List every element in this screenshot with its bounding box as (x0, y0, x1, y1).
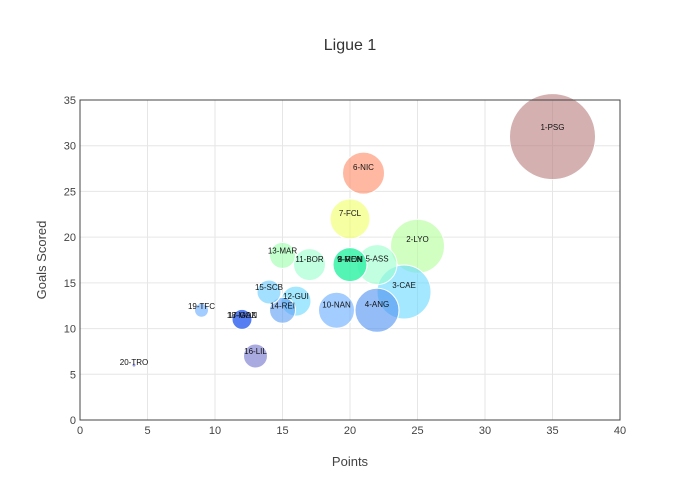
x-tick-label: 30 (479, 425, 491, 437)
bubble-label-11-bor: 11-BOR (295, 255, 324, 264)
bubble-label-13-mar: 13-MAR (268, 246, 298, 255)
bubble-1-psg (509, 93, 596, 181)
bubble-9-mon (332, 247, 368, 283)
y-tick-label: 30 (64, 141, 76, 153)
bubble-label-15-scb: 15-SCB (255, 283, 283, 292)
bubble-label-19-tfc: 19-TFC (188, 302, 215, 311)
x-axis-title: Points (332, 454, 369, 469)
bubbles (131, 93, 596, 369)
bubble-7-fcl (329, 198, 371, 240)
bubble-label-3-cae: 3-CAE (392, 281, 416, 290)
bubble-label-9-mon: 9-MON (337, 255, 363, 264)
y-tick-label: 35 (64, 95, 76, 107)
y-tick-label: 0 (70, 415, 76, 427)
plot-frame (79, 99, 621, 421)
bubble-label-18-mon: 18-MON (227, 311, 257, 320)
bubble-label-16-lil: 16-LIL (244, 347, 267, 356)
bubble-16-lil (243, 343, 268, 369)
x-tick-label: 35 (546, 425, 558, 437)
y-axis-title: Goals Scored (34, 221, 49, 300)
x-tick-label: 15 (276, 425, 288, 437)
bubble-label-5-ass: 5-ASS (365, 255, 388, 264)
x-tick-label: 20 (344, 425, 356, 437)
bubble-19-tfc (194, 302, 209, 318)
bubble-13-mar (269, 241, 296, 269)
bubble-6-nic (342, 151, 385, 195)
bubble-4-ang (354, 287, 400, 333)
bubble-label-8-ren: 8-REN (338, 255, 362, 264)
y-tick-label: 5 (70, 369, 76, 381)
bubble-labels: 1-PSG 2-LYO 3-CAE 4-ANG 5-ASS 6-NIC 7-FCL 8-REN… (120, 123, 565, 367)
bubble-label-6-nic: 6-NIC (353, 163, 374, 172)
y-tick-label: 15 (64, 278, 76, 290)
bubble-14-rei (269, 296, 296, 324)
bubble-label-17-gaz: 17-GAZ (228, 311, 256, 320)
y-tick-label: 20 (64, 232, 76, 244)
bubble-label-12-gui: 12-GUI (283, 292, 309, 301)
bubble-label-4-ang: 4-ANG (365, 300, 389, 309)
bubble-15-scb (256, 279, 282, 305)
x-tick-label: 25 (411, 425, 423, 437)
y-tick-label: 25 (64, 186, 76, 198)
bubble-label-10-nan: 10-NAN (322, 301, 351, 310)
bubble-18-mon (231, 308, 253, 330)
x-tick-label: 10 (209, 425, 221, 437)
bubble-label-14-rei: 14-REI (270, 301, 295, 310)
x-tick-label: 40 (614, 425, 626, 437)
x-axis-ticks: 0 5 10 15 20 25 30 35 40 (77, 425, 626, 437)
bubble-label-1-psg: 1-PSG (540, 123, 564, 132)
bubble-10-nan (318, 291, 355, 329)
bubble-20-tro (131, 362, 137, 368)
bubble-label-2-lyo: 2-LYO (406, 235, 429, 244)
bubble-label-20-tro: 20-TRO (120, 358, 148, 367)
chart-title: Ligue 1 (324, 37, 377, 54)
x-tick-label: 0 (77, 425, 83, 437)
y-tick-label: 10 (64, 324, 76, 336)
bubble-11-bor (293, 248, 326, 282)
x-tick-label: 5 (144, 425, 150, 437)
bubble-label-7-fcl: 7-FCL (339, 209, 362, 218)
y-axis-ticks: 0 5 10 15 20 25 30 35 (64, 95, 76, 427)
